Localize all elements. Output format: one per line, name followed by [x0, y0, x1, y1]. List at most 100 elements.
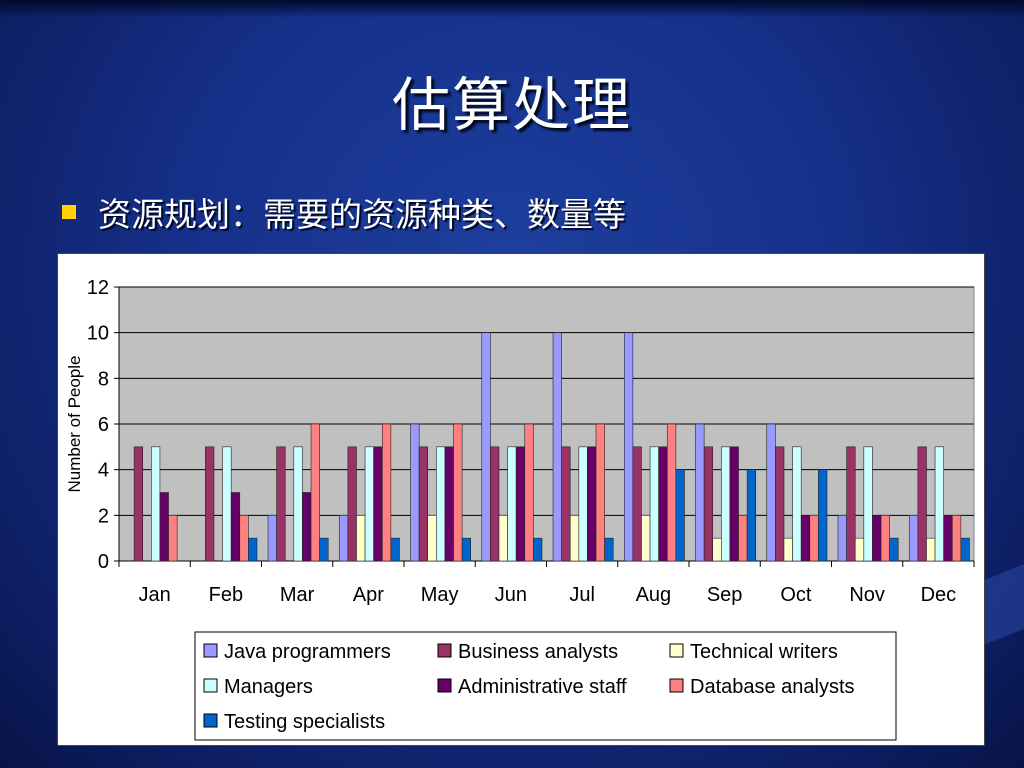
bar: [623, 332, 634, 562]
bar: [205, 446, 215, 562]
square-bullet-icon: [62, 205, 76, 219]
bar: [436, 446, 446, 562]
bar: [381, 423, 392, 562]
x-tick-label: Dec: [921, 584, 957, 606]
bar: [151, 446, 161, 562]
bar: [533, 537, 543, 562]
legend-swatch: [669, 643, 684, 658]
top-band: [0, 0, 1024, 18]
bar: [632, 446, 642, 562]
bar: [490, 446, 500, 562]
bar: [133, 446, 144, 562]
legend-swatch: [437, 678, 452, 693]
bar: [738, 515, 748, 562]
bar: [390, 537, 400, 562]
legend-label: Technical writers: [690, 641, 838, 663]
bar: [712, 537, 722, 562]
bar: [587, 446, 597, 562]
bar: [418, 446, 429, 562]
bar: [775, 446, 785, 562]
legend-label: Managers: [224, 676, 313, 698]
legend-box: [194, 631, 897, 741]
bar: [578, 446, 588, 562]
y-tick-label: 0: [98, 551, 109, 573]
bar: [792, 446, 802, 562]
bar-chart: 0 2 4 6 8 10 12 Number of People Jan Feb Mar Apr May…: [65, 277, 975, 741]
bar: [926, 537, 936, 562]
x-tick-label: Nov: [849, 584, 885, 606]
x-tick-label: Feb: [209, 584, 243, 606]
y-tick-label: 8: [98, 368, 109, 390]
bar: [338, 515, 349, 562]
bar: [302, 492, 312, 562]
bar: [889, 537, 899, 562]
bar: [248, 537, 258, 562]
x-tick-label: Aug: [636, 584, 672, 606]
bar: [453, 423, 463, 562]
x-tick-label: Sep: [707, 584, 743, 606]
x-tick-label: Jul: [569, 584, 595, 606]
bar: [641, 515, 651, 562]
bar: [880, 515, 890, 562]
bar: [783, 537, 793, 562]
bar: [561, 446, 571, 562]
x-tick-label: Oct: [780, 584, 812, 606]
legend-swatch: [203, 713, 218, 728]
bar: [658, 446, 668, 562]
bar: [569, 515, 580, 562]
bar: [695, 423, 705, 562]
x-tick-label: Jun: [495, 584, 527, 606]
bar: [666, 423, 677, 562]
x-tick-label: Apr: [353, 584, 384, 606]
bar: [444, 446, 454, 562]
legend-swatch: [437, 643, 452, 658]
legend-label: Business analysts: [458, 641, 618, 663]
chart-container: 0 2 4 6 8 10 12 Number of People Jan Feb Mar Apr May…: [57, 253, 985, 746]
bar: [498, 515, 508, 562]
bar: [837, 515, 847, 562]
bar: [818, 469, 828, 562]
bar: [675, 469, 685, 562]
bar: [461, 537, 472, 562]
legend-swatch: [203, 678, 218, 693]
legend-label: Testing specialists: [224, 711, 385, 733]
y-tick-label: 10: [87, 323, 109, 345]
bar: [230, 492, 241, 562]
bar: [729, 446, 739, 562]
bar: [347, 446, 357, 562]
x-tick-label: Jan: [139, 584, 171, 606]
legend-swatch: [669, 678, 684, 693]
bar: [515, 446, 526, 562]
bar: [267, 515, 277, 562]
bar: [356, 515, 366, 562]
y-axis-label: Number of People: [65, 355, 84, 492]
legend-label: Database analysts: [690, 676, 855, 698]
bar: [552, 332, 562, 562]
bar: [319, 537, 329, 562]
bar: [604, 537, 614, 562]
slide-title: 估算处理: [391, 71, 632, 139]
bar: [159, 492, 169, 562]
bar: [373, 446, 383, 562]
bar: [410, 423, 420, 562]
bullet-text: 资源规划：需要的资源种类、数量等: [98, 195, 626, 234]
bar: [943, 515, 953, 562]
bar: [595, 423, 605, 562]
bar: [766, 423, 776, 562]
bar: [721, 446, 731, 562]
legend-swatch: [203, 643, 218, 658]
bar: [293, 446, 303, 562]
legend-label: Administrative staff: [458, 676, 627, 698]
bar: [809, 515, 819, 562]
bar: [276, 446, 286, 562]
bar: [746, 469, 757, 562]
bar: [481, 332, 491, 562]
bar: [524, 423, 534, 562]
bar: [863, 446, 873, 562]
bar: [239, 515, 249, 562]
x-tick-label: May: [421, 584, 459, 606]
x-tick-label: Mar: [280, 584, 315, 606]
y-tick-label: 2: [98, 505, 109, 527]
bar: [854, 537, 865, 562]
bar: [168, 515, 178, 562]
